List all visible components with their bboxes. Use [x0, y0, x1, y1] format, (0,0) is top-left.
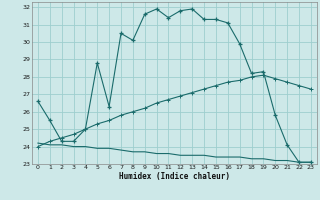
X-axis label: Humidex (Indice chaleur): Humidex (Indice chaleur) [119, 172, 230, 181]
